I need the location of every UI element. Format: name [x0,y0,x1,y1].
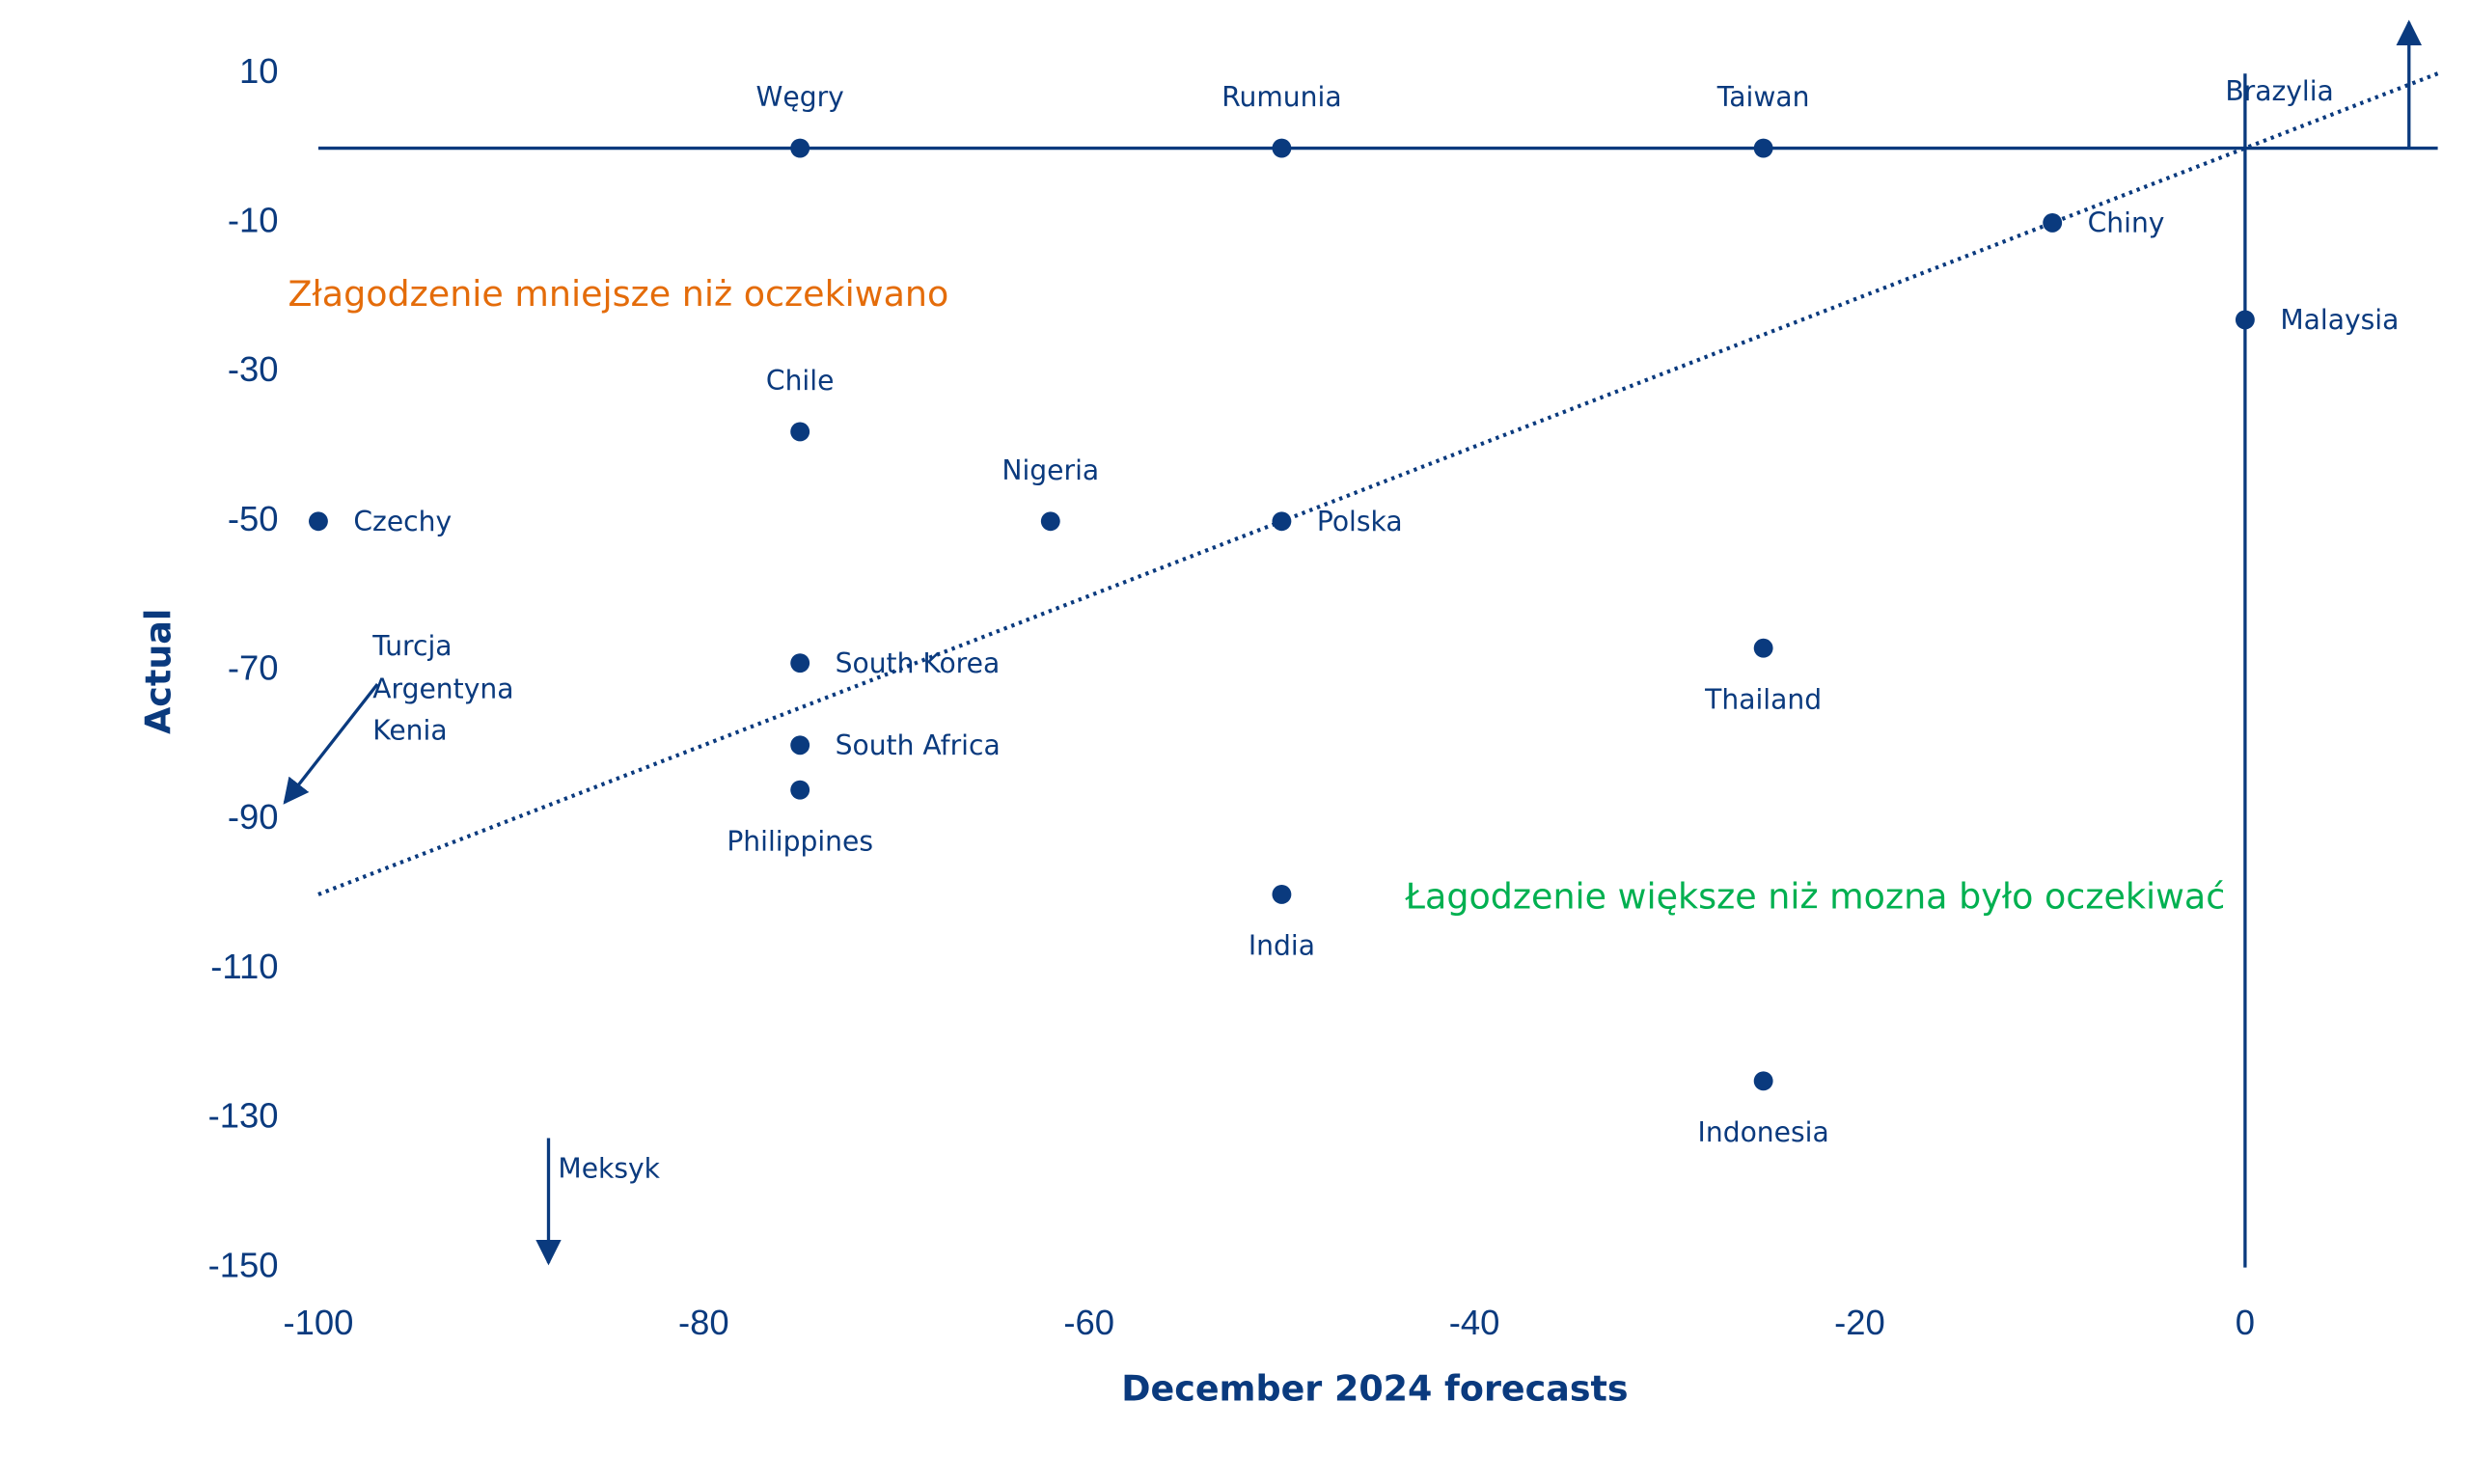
y-tick-label: -150 [208,1245,279,1284]
off-chart-label: Argentyna [372,673,513,705]
y-tick-label: -70 [228,648,279,688]
annotation: Łagodzenie większe niż mozna było oczeki… [1405,876,2226,918]
trendline [317,71,2439,896]
point-label: Polska [1317,506,1403,537]
point-label: South Africa [836,729,1001,761]
x-tick-label: -100 [283,1303,353,1342]
x-tick-label: -80 [678,1303,729,1342]
point [790,138,810,158]
point-label: Thailand [1704,683,1822,715]
point-label: Węgry [756,81,844,113]
point-label: Chile [766,365,834,397]
y-tick-label: 10 [239,51,279,91]
point [790,735,810,756]
x-tick-label: -20 [1834,1303,1885,1342]
point [1272,885,1292,904]
point [1272,511,1292,532]
point-label: Czechy [353,506,452,537]
y-tick-label: -130 [208,1096,279,1136]
point [790,653,810,673]
x-tick-label: -60 [1063,1303,1114,1342]
y-tick-label: -110 [210,947,278,986]
point [1272,138,1292,158]
point-label: Chiny [2088,207,2165,239]
point-label: India [1249,930,1315,962]
point [2235,310,2255,330]
point [309,511,328,532]
arrow [283,682,379,805]
off-chart-label: Turcja [371,630,452,662]
y-tick-label: -90 [228,797,279,837]
y-tick-label: -30 [228,349,279,389]
point [1753,138,1773,158]
point [790,780,810,800]
off-chart-label: Brazylia [2225,75,2333,107]
y-tick-label: -10 [228,201,279,240]
x-tick-label: -40 [1449,1303,1500,1342]
point [2043,212,2063,233]
off-chart-label: Kenia [372,715,447,747]
y-tick-label: -50 [228,499,279,538]
point-label: Taiwan [1716,81,1810,113]
point [1753,1071,1773,1091]
point [790,422,810,442]
point-label: Rumunia [1221,81,1341,113]
point-label: South Korea [836,647,1001,679]
point-label: Malaysia [2280,304,2399,336]
point [1753,638,1773,658]
y-axis-label: Actual [137,609,178,734]
point-label: Philippines [727,825,873,857]
off-chart-label: Meksyk [558,1153,660,1185]
point [1040,511,1060,532]
x-axis-label: December 2024 forecasts [1121,1368,1628,1410]
x-tick-label: 0 [2236,1303,2255,1342]
annotation: Złagodzenie mniejsze niż oczekiwano [288,273,948,315]
point-label: Nigeria [1002,454,1099,486]
point-label: Indonesia [1698,1116,1829,1148]
